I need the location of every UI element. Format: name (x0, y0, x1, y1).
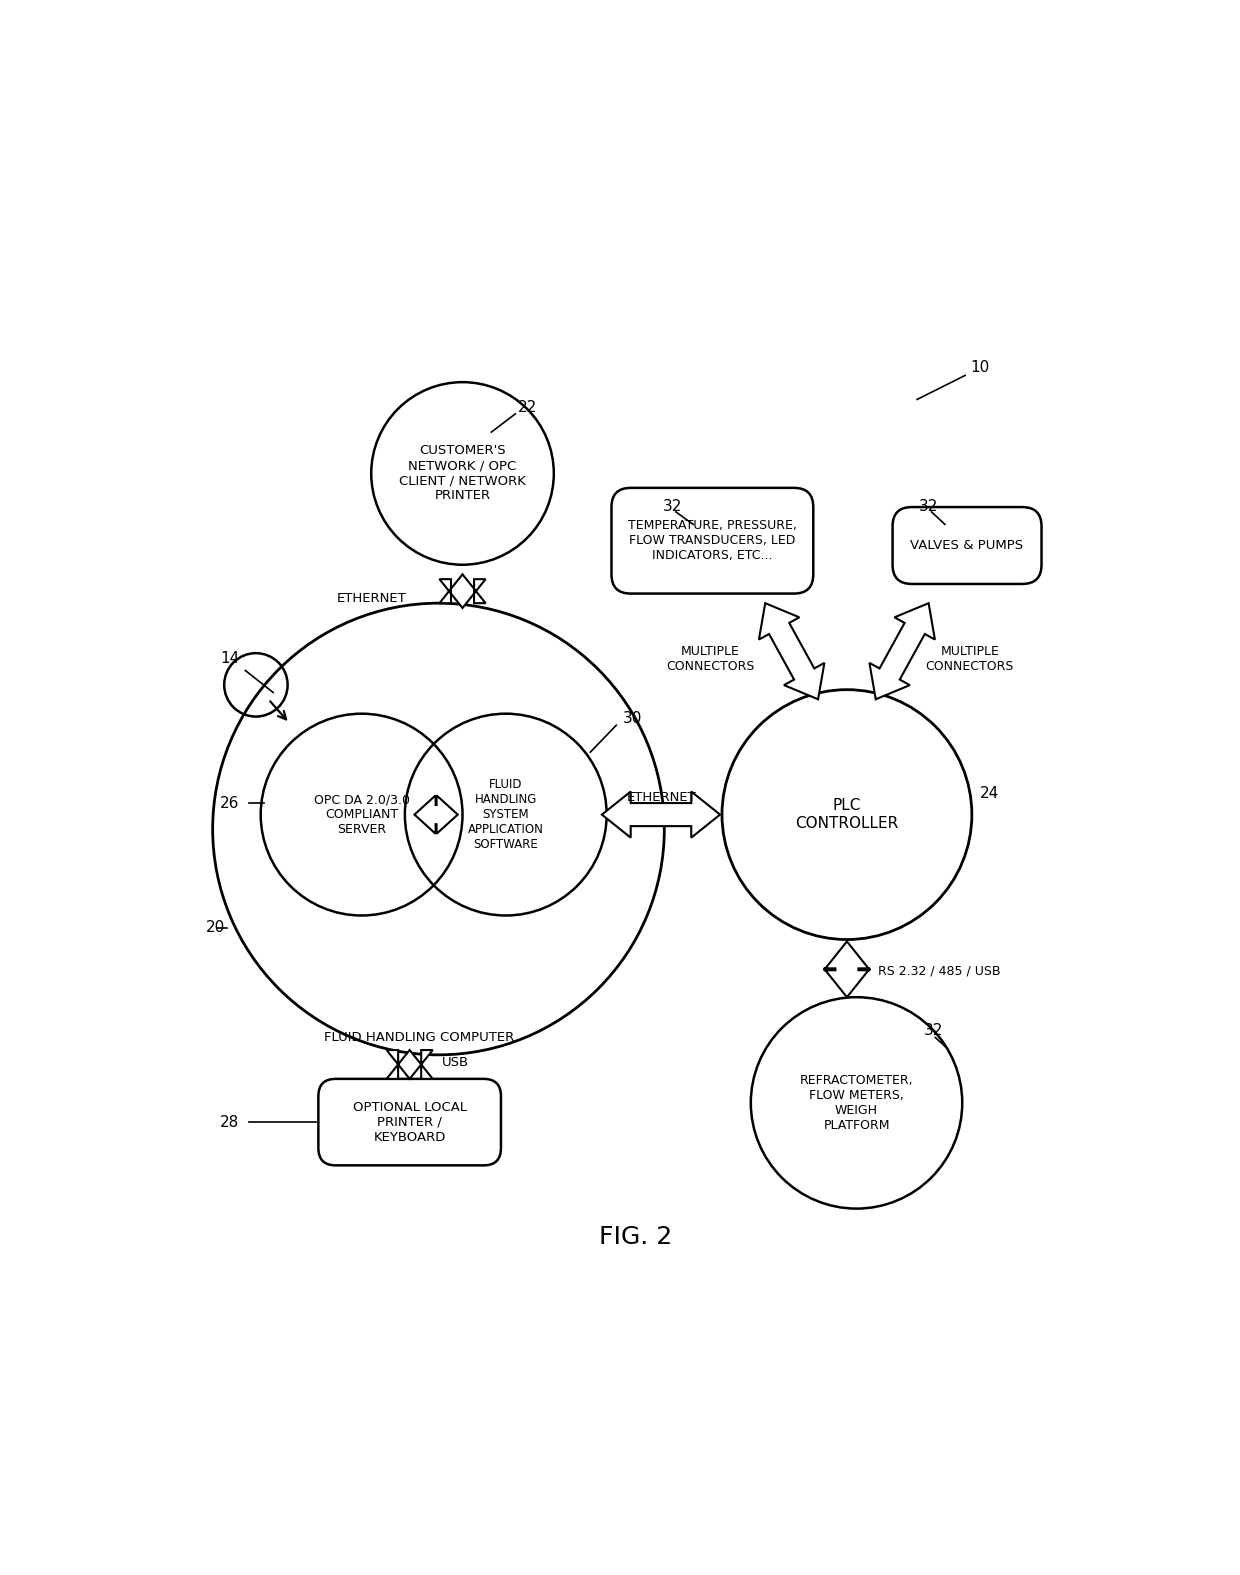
Text: ETHERNET: ETHERNET (336, 592, 407, 605)
Text: 14: 14 (221, 652, 239, 666)
Text: 32: 32 (924, 1024, 944, 1038)
Text: OPC DA 2.0/3.0
COMPLIANT
SERVER: OPC DA 2.0/3.0 COMPLIANT SERVER (314, 794, 409, 836)
Text: 24: 24 (980, 786, 998, 802)
Text: 26: 26 (221, 795, 239, 811)
Text: USB: USB (441, 1055, 469, 1069)
Polygon shape (601, 792, 720, 838)
Text: ETHERNET: ETHERNET (626, 791, 697, 803)
Text: REFRACTOMETER,
FLOW METERS,
WEIGH
PLATFORM: REFRACTOMETER, FLOW METERS, WEIGH PLATFO… (800, 1074, 914, 1132)
Text: PLC
CONTROLLER: PLC CONTROLLER (795, 799, 899, 830)
Text: 32: 32 (919, 499, 939, 513)
Text: 30: 30 (622, 710, 642, 726)
Text: FIG. 2: FIG. 2 (599, 1225, 672, 1249)
Text: 20: 20 (206, 920, 226, 936)
Text: 10: 10 (970, 361, 990, 375)
Polygon shape (439, 575, 486, 608)
Text: 22: 22 (518, 400, 537, 414)
Text: MULTIPLE
CONNECTORS: MULTIPLE CONNECTORS (666, 644, 755, 673)
Polygon shape (414, 795, 458, 833)
Text: MULTIPLE
CONNECTORS: MULTIPLE CONNECTORS (926, 644, 1014, 673)
Text: VALVES & PUMPS: VALVES & PUMPS (910, 539, 1023, 551)
Text: 28: 28 (221, 1115, 239, 1129)
Polygon shape (869, 603, 935, 699)
Text: OPTIONAL LOCAL
PRINTER /
KEYBOARD: OPTIONAL LOCAL PRINTER / KEYBOARD (352, 1101, 466, 1143)
Polygon shape (823, 942, 870, 997)
Polygon shape (387, 1051, 433, 1079)
Polygon shape (759, 603, 825, 699)
Text: 32: 32 (662, 499, 682, 513)
Text: FLUID
HANDLING
SYSTEM
APPLICATION
SOFTWARE: FLUID HANDLING SYSTEM APPLICATION SOFTWA… (467, 778, 543, 850)
Text: TEMPERATURE, PRESSURE,
FLOW TRANSDUCERS, LED
INDICATORS, ETC...: TEMPERATURE, PRESSURE, FLOW TRANSDUCERS,… (627, 520, 797, 562)
Text: FLUID HANDLING COMPUTER: FLUID HANDLING COMPUTER (324, 1030, 515, 1044)
Text: RS 2.32 / 485 / USB: RS 2.32 / 485 / USB (878, 965, 1001, 978)
Text: CUSTOMER'S
NETWORK / OPC
CLIENT / NETWORK
PRINTER: CUSTOMER'S NETWORK / OPC CLIENT / NETWOR… (399, 444, 526, 502)
